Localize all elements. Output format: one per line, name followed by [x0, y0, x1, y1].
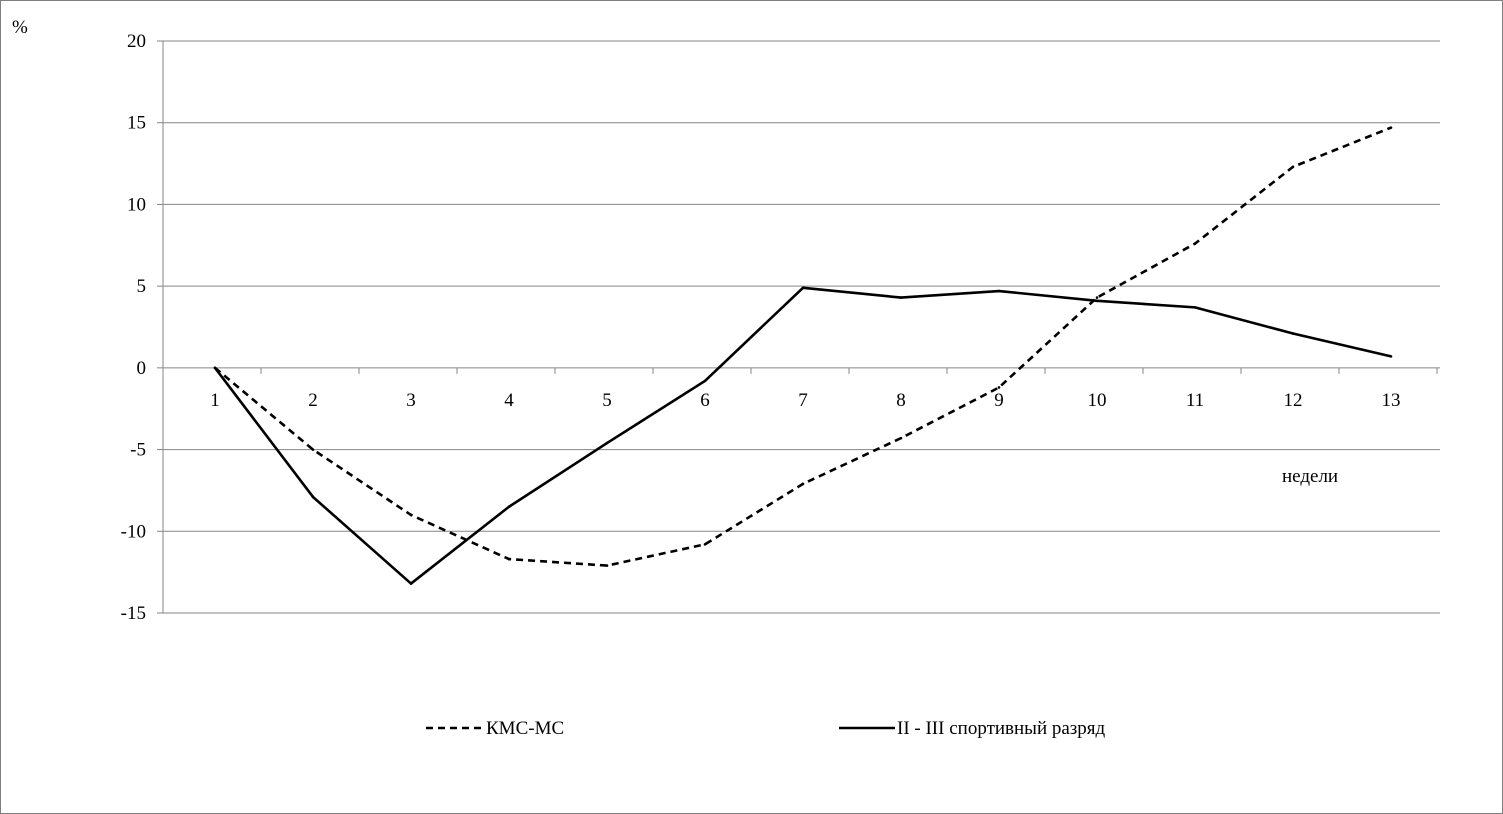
data-point — [1193, 242, 1197, 245]
data-point — [409, 582, 413, 585]
x-tick-label: 12 — [1284, 390, 1303, 411]
y-tick-label: 5 — [137, 276, 147, 297]
y-tick-label: 15 — [127, 113, 146, 134]
x-tick-label: 9 — [994, 390, 1004, 411]
x-tick-label: 4 — [504, 390, 514, 411]
x-tick-label: 2 — [308, 390, 318, 411]
data-point — [213, 366, 217, 370]
y-tick-label: 0 — [137, 358, 147, 379]
data-point — [997, 386, 1001, 389]
data-point — [899, 436, 903, 440]
series-line-1 — [214, 126, 1392, 567]
data-point — [507, 557, 511, 561]
y-axis-unit-label: % — [12, 17, 28, 38]
data-point — [1389, 126, 1393, 129]
data-point — [801, 482, 805, 486]
y-tick-label: 10 — [127, 194, 146, 215]
x-tick-label: 7 — [798, 390, 808, 411]
data-point — [605, 564, 609, 567]
legend-label: II - III спортивный разряд — [897, 718, 1106, 739]
x-tick-label: 13 — [1382, 390, 1401, 411]
x-tick-label: 5 — [602, 390, 612, 411]
data-point — [997, 289, 1001, 293]
data-point — [703, 543, 707, 546]
data-point — [703, 379, 707, 383]
data-point — [311, 495, 315, 499]
data-point — [311, 448, 315, 451]
x-tick-label: 6 — [700, 390, 710, 411]
data-point — [1291, 332, 1295, 335]
data-point — [1095, 299, 1099, 303]
x-tick-label: 11 — [1186, 390, 1204, 411]
data-point — [1389, 355, 1393, 358]
data-point — [507, 505, 511, 509]
data-point — [1193, 306, 1197, 309]
data-point — [605, 441, 609, 445]
series-lines — [213, 126, 1393, 585]
data-point — [801, 286, 805, 290]
legend-item-2: II - III спортивный разряд — [839, 718, 1106, 739]
x-tick-label: 10 — [1088, 390, 1107, 411]
series-line-2 — [213, 286, 1392, 585]
data-point — [1095, 296, 1099, 299]
x-tick-label: 1 — [210, 390, 220, 411]
data-point — [1291, 165, 1295, 169]
y-tick-label: -10 — [121, 521, 146, 542]
legend-item-1: КМС-МС — [426, 718, 564, 739]
y-tick-label: -5 — [130, 440, 146, 461]
data-point — [899, 296, 903, 299]
legend: КМС-МС II - III спортивный разряд — [426, 718, 1106, 739]
x-tick-label: 8 — [896, 390, 906, 411]
x-tick-label: 3 — [406, 390, 416, 411]
y-tick-label: -15 — [121, 603, 146, 624]
x-axis-label: недели — [1282, 466, 1338, 487]
y-tick-label: 20 — [127, 31, 146, 52]
legend-label: КМС-МС — [486, 718, 564, 739]
gridlines — [163, 40, 1440, 614]
data-point — [409, 513, 413, 517]
